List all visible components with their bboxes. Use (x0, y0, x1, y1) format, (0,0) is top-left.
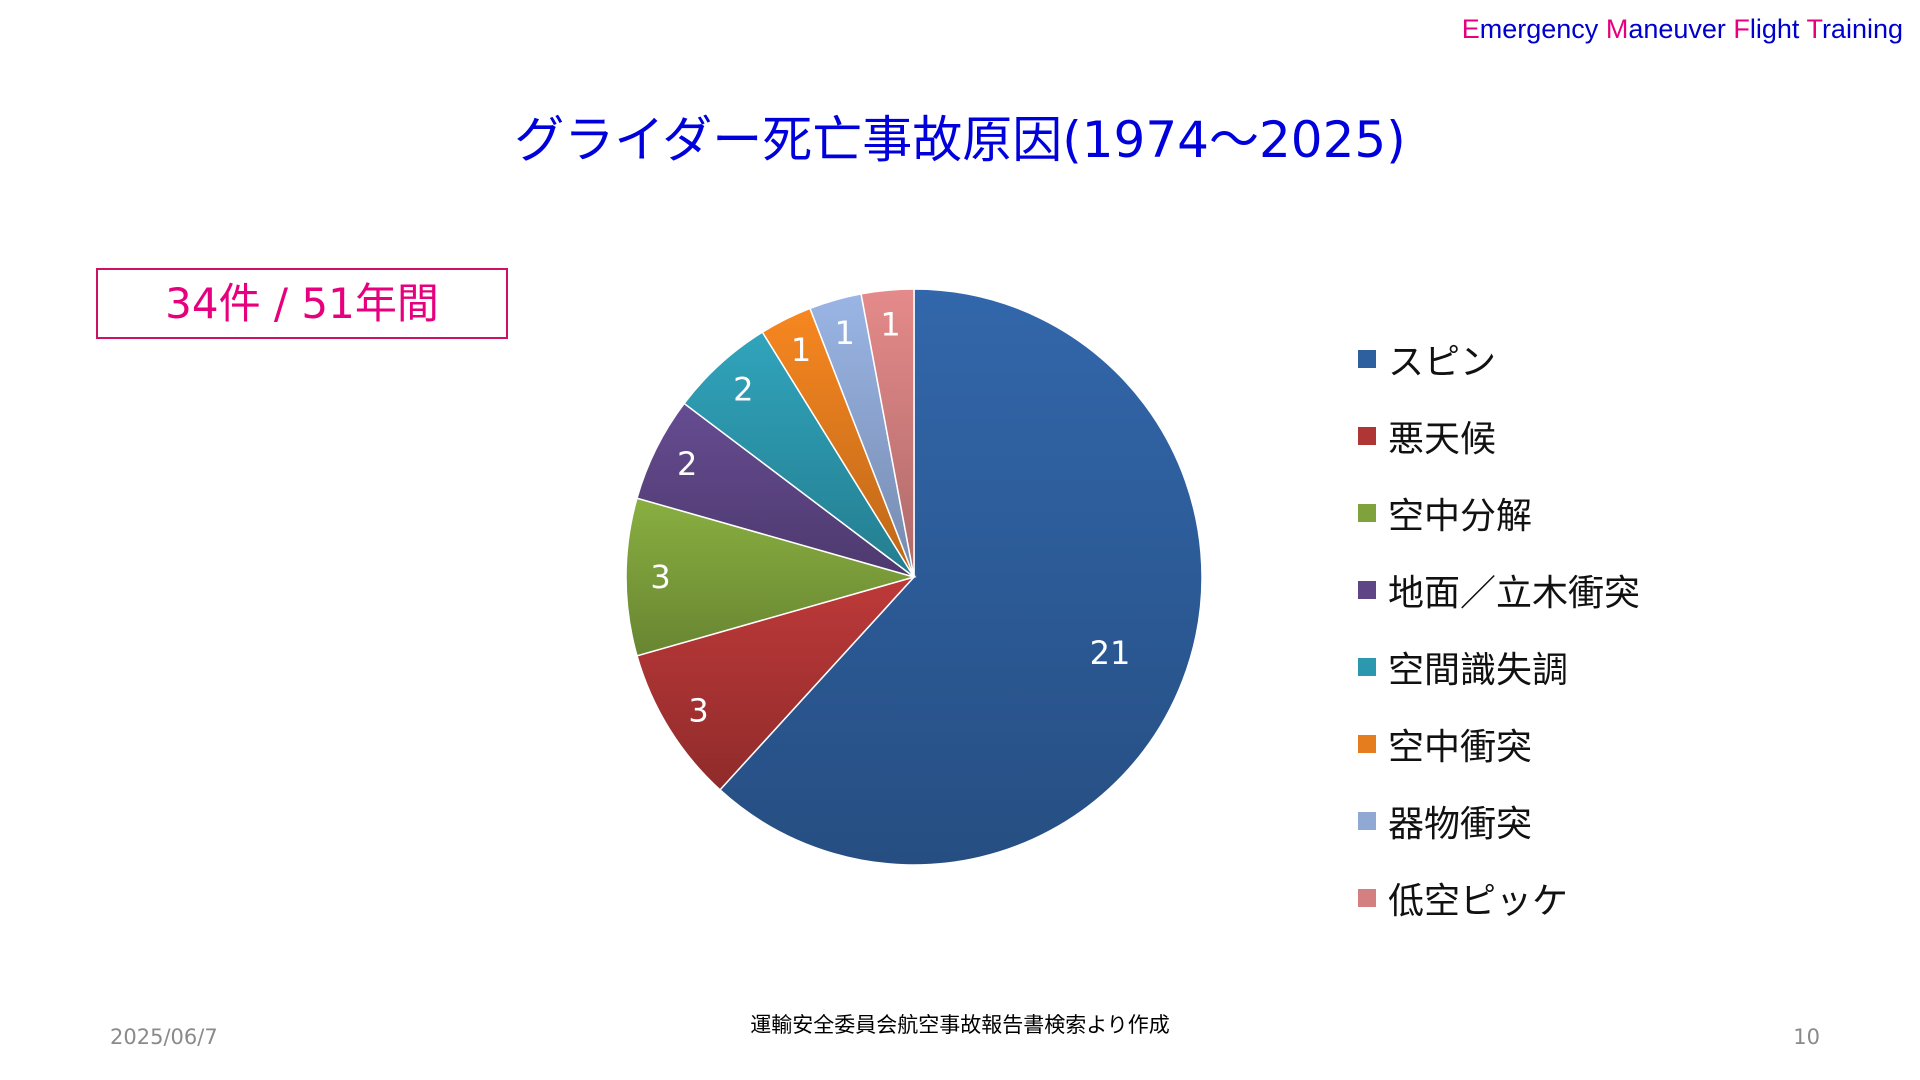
legend-swatch (1358, 811, 1376, 830)
brand-word: mergency (1479, 14, 1606, 44)
legend-label: 低空ピッケ (1388, 880, 1569, 922)
legend-swatch (1358, 734, 1376, 753)
legend-swatch (1358, 503, 1376, 522)
brand-initial: E (1461, 14, 1480, 44)
data-label: 2 (733, 371, 753, 409)
chart-title: グライダー死亡事故原因(1974～2025) (514, 111, 1406, 169)
legend-swatch (1358, 580, 1376, 599)
pie-slice (625, 497, 917, 657)
data-label: 1 (880, 306, 900, 344)
data-label: 1 (791, 331, 811, 369)
brand-initial: T (1806, 14, 1822, 44)
legend-label: 器物衝突 (1388, 803, 1533, 845)
brand-header: Emergency Maneuver Flight Training (1462, 14, 1903, 45)
chart-legend: スピン悪天候空中分解地面／立木衝突 空間識失調空中衝突器物衝突低空ピッケ (1358, 320, 1640, 936)
legend-label: 空中分解 (1388, 495, 1533, 537)
page-number: 10 (1793, 1025, 1820, 1049)
slide-date: 2025/06/7 (110, 1025, 218, 1049)
data-label: 2 (677, 445, 697, 483)
legend-item: 空間識失調 (1358, 628, 1640, 705)
data-label: 3 (650, 558, 670, 596)
source-note: 運輸安全委員会航空事故報告書検索より作成 (750, 1013, 1170, 1037)
pie-slice (636, 575, 917, 791)
summary-box: 34件 / 51年間 (96, 268, 508, 339)
legend-item: 地面／立木衝突 (1358, 551, 1640, 628)
legend-item: 悪天候 (1358, 397, 1640, 474)
data-label: 21 (1090, 634, 1131, 672)
data-label: 3 (688, 691, 708, 729)
legend-item: スピン (1358, 320, 1640, 397)
brand-word: raining (1821, 14, 1903, 44)
legend-label: 空間識失調 (1388, 649, 1569, 691)
brand-word: aneuver (1628, 14, 1734, 44)
brand-initial: F (1733, 14, 1750, 44)
legend-item: 器物衝突 (1358, 782, 1640, 859)
legend-label: 悪天候 (1388, 418, 1497, 460)
legend-label: 地面／立木衝突 (1388, 572, 1641, 614)
brand-initial: M (1605, 14, 1629, 44)
legend-label: スピン (1388, 341, 1497, 383)
legend-swatch (1358, 349, 1376, 368)
pie-slice (718, 288, 1203, 866)
legend-item: 空中衝突 (1358, 705, 1640, 782)
pie-slice (860, 288, 915, 578)
legend-swatch (1358, 888, 1376, 907)
legend-swatch (1358, 426, 1376, 445)
legend-item: 空中分解 (1358, 474, 1640, 551)
legend-label: 空中衝突 (1388, 726, 1533, 768)
legend-swatch (1358, 657, 1376, 676)
data-label: 1 (834, 314, 854, 352)
brand-word: light (1749, 14, 1807, 44)
legend-item: 低空ピッケ (1358, 859, 1640, 936)
